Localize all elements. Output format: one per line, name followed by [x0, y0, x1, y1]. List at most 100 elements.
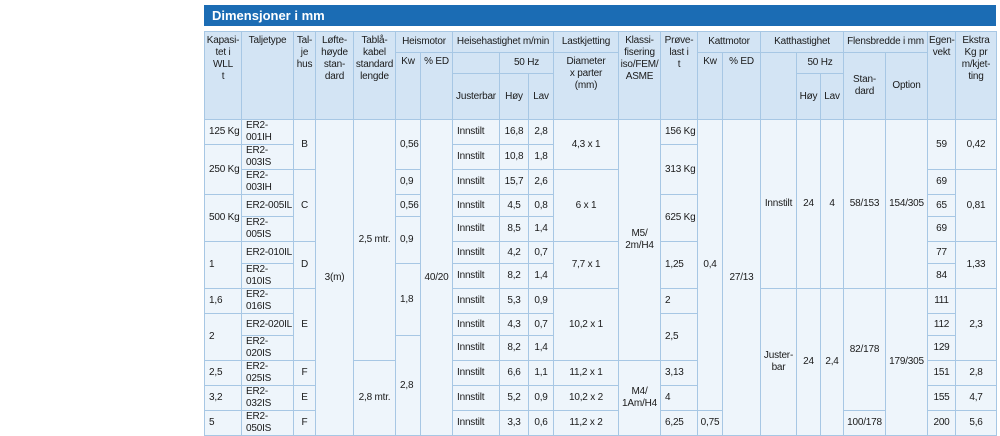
- table-cell: 1,4: [528, 263, 554, 289]
- table-cell: Innstilt: [452, 313, 500, 336]
- header-cell: Katthastighet: [760, 31, 844, 53]
- header-cell: Kapasi- tet i WLL t: [204, 31, 242, 120]
- table-cell: 2,8 mtr.: [353, 360, 396, 436]
- table-cell: 5,6: [955, 410, 997, 436]
- table-cell: 0,81: [955, 169, 997, 242]
- table-cell: 111: [927, 288, 956, 314]
- table-cell: 1,8: [395, 263, 421, 336]
- header-cell: % ED: [420, 52, 453, 120]
- table-cell: 2,5 mtr.: [353, 119, 396, 361]
- table-cell: 65: [927, 194, 956, 217]
- header-cell: Egen- vekt: [927, 31, 956, 120]
- page: {"title": "Dimensjoner i mm", "header": …: [204, 5, 997, 436]
- table-cell: 0,7: [528, 241, 554, 264]
- table-cell: 100/178: [843, 410, 886, 436]
- table-cell: M5/ 2m/H4: [618, 119, 661, 361]
- table-row: ER2-003IH C 0,9 Innstilt 15,7 2,6 6 x 1 69 0,81: [205, 169, 997, 242]
- header-cell: Kattmotor: [697, 31, 761, 53]
- header-cell: Lav: [528, 73, 554, 120]
- table-cell: 5,3: [499, 288, 529, 314]
- table-cell: 112: [927, 313, 956, 336]
- table-cell: 8,5: [499, 216, 529, 242]
- table-cell: Innstilt: [452, 360, 500, 386]
- header-cell: 50 Hz: [499, 52, 554, 74]
- header-cell: Kw: [697, 52, 723, 120]
- table-cell: 4,3: [499, 313, 529, 336]
- table-cell: 2,6: [528, 169, 554, 195]
- table-cell: 4: [820, 119, 844, 289]
- table-cell: 11,2 x 1: [553, 360, 619, 386]
- header-cell: Høy: [796, 73, 821, 120]
- table-cell: 2: [660, 288, 698, 314]
- table-cell: Innstilt: [452, 385, 500, 411]
- header-cell: % ED: [722, 52, 761, 120]
- table-cell: ER2-025IS: [241, 360, 294, 386]
- table-cell: C: [293, 169, 316, 242]
- table-cell: D: [293, 241, 316, 289]
- table-cell: 27/13: [722, 119, 761, 436]
- table-cell: 3,3: [499, 410, 529, 436]
- table-cell: 82/178: [843, 288, 886, 411]
- table-cell: Innstilt: [452, 144, 500, 170]
- table-cell: 77: [927, 241, 956, 264]
- table-cell: 1,4: [528, 216, 554, 242]
- table-cell: 5: [204, 410, 242, 436]
- table-cell: 6 x 1: [553, 169, 619, 242]
- table-cell: 1,33: [955, 241, 997, 289]
- header-cell: Lav: [820, 73, 844, 120]
- table-row: 250 Kg ER2-003IS Innstilt 10,8 1,8 313 Kg: [204, 144, 997, 195]
- header-cell: Justerbar: [452, 73, 500, 120]
- table-cell: 4,5: [499, 194, 529, 217]
- table-cell: 3(m): [315, 119, 354, 436]
- table-cell: 15,7: [499, 169, 529, 195]
- header-cell: Tablå- kabel standard lengde: [353, 31, 396, 120]
- table-cell: 156 Kg: [660, 119, 698, 145]
- table-cell: 0,9: [395, 169, 421, 195]
- header-cell: Ekstra Kg pr m/kjet- ting: [955, 31, 997, 120]
- table-cell: 0,4: [697, 119, 723, 411]
- table-cell: 200: [927, 410, 956, 436]
- table-cell: 2,8: [955, 360, 997, 386]
- table-cell: E: [293, 385, 316, 411]
- table-row: 1,6 ER2-016IS E Innstilt 5,3 0,9 10,2 x 1 2 Just…: [204, 288, 997, 436]
- table-cell: ER2-032IS: [241, 385, 294, 411]
- header-cell: Tal- je hus: [293, 31, 316, 120]
- table-cell: 500 Kg: [204, 194, 242, 242]
- table-cell: F: [293, 360, 316, 386]
- table-cell: 2,4: [820, 288, 844, 436]
- header-cell: Heisehastighet m/min: [452, 31, 554, 53]
- table-cell: Innstilt: [452, 241, 500, 264]
- header-cell: 50 Hz: [796, 52, 844, 74]
- table-cell: Innstilt: [452, 119, 500, 145]
- table-cell: ER2-003IH: [241, 169, 294, 195]
- table-cell: 40/20: [420, 119, 453, 436]
- table-cell: 151: [927, 360, 956, 386]
- table-cell: 58/153: [843, 119, 886, 289]
- table-cell: ER2-020IS: [241, 335, 294, 361]
- table-cell: ER2-010IS: [241, 263, 294, 289]
- table-cell: 11,2 x 2: [553, 410, 619, 436]
- table-row: ER2-005IS 0,9 Innstilt 8,5 1,4 69: [205, 216, 997, 264]
- table-cell: ER2-010IL: [241, 241, 294, 264]
- table-cell: 8,2: [499, 263, 529, 289]
- table-cell: 250 Kg: [204, 144, 242, 195]
- header-cell: Taljetype: [241, 31, 294, 120]
- spec-table: Kapasi- tet i WLL t Taljetype Tal- je hu…: [204, 31, 997, 436]
- table-cell: 129: [927, 335, 956, 361]
- table-cell: 16,8: [499, 119, 529, 145]
- header-cell: Stan- dard: [843, 52, 886, 120]
- table-cell: 125 Kg: [204, 119, 242, 145]
- table-cell: ER2-005IL: [241, 194, 294, 217]
- header-cell: Diameter x parter (mm): [553, 52, 619, 120]
- table-cell: M4/ 1Am/H4: [618, 360, 661, 436]
- table-cell: 625 Kg: [660, 194, 698, 242]
- table-cell: E: [293, 288, 316, 361]
- table-cell: 1,1: [528, 360, 554, 386]
- table-cell: 4,2: [499, 241, 529, 264]
- table-cell: Juster- bar: [760, 288, 797, 436]
- table-cell: 10,8: [499, 144, 529, 170]
- table-cell: ER2-016IS: [241, 288, 294, 314]
- table-cell: Innstilt: [452, 410, 500, 436]
- table-cell: 6,25: [660, 410, 698, 436]
- table-title: Dimensjoner i mm: [204, 5, 996, 26]
